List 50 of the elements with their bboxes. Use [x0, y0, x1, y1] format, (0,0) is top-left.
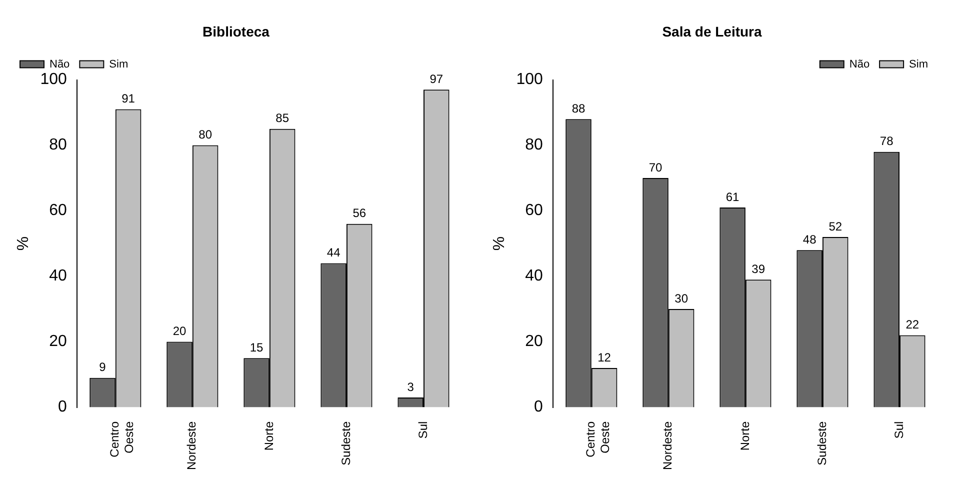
data-label: 48 — [802, 232, 817, 246]
y-tick-label: 60 — [49, 202, 67, 220]
data-label: 52 — [828, 219, 842, 234]
y-tick-label: 80 — [525, 136, 543, 154]
data-label: 20 — [172, 324, 187, 338]
x-tick-label: Centro Oeste — [584, 420, 612, 458]
legend-label: Sim — [109, 58, 128, 70]
x-tick-label: Norte — [738, 420, 752, 451]
y-tick-label: 20 — [49, 333, 67, 350]
data-label: 12 — [598, 350, 612, 364]
y-tick-label: 20 — [525, 333, 543, 350]
y-tick-label: 40 — [525, 268, 543, 285]
data-label: 9 — [99, 360, 106, 374]
x-tick-label: Nordeste — [184, 420, 199, 470]
legend-label: Não — [50, 58, 70, 70]
data-label: 56 — [352, 206, 366, 220]
y-tick-label: 100 — [516, 71, 543, 88]
chart-title: Biblioteca — [202, 23, 270, 40]
x-tick-label: Sul — [892, 421, 906, 439]
data-label: 91 — [122, 92, 136, 106]
data-label: 85 — [276, 111, 290, 126]
data-label: 61 — [726, 190, 740, 204]
x-tick-label: Centro Oeste — [108, 420, 136, 458]
y-tick-label: 100 — [40, 71, 67, 88]
legend-label: Sim — [909, 58, 928, 70]
y-tick-label: 80 — [49, 136, 67, 154]
data-label: 30 — [674, 291, 688, 306]
y-tick-label: 0 — [58, 398, 67, 416]
data-label: 70 — [648, 160, 663, 174]
x-tick-label: Sudeste — [338, 420, 353, 466]
data-label: 3 — [407, 380, 414, 394]
chart-title: Sala de Leitura — [662, 23, 762, 40]
x-tick-label: Sul — [416, 421, 430, 439]
data-label: 39 — [752, 262, 766, 276]
data-label: 44 — [326, 246, 341, 260]
x-tick-label: Sudeste — [814, 420, 829, 466]
data-label: 80 — [198, 128, 212, 142]
data-label: 78 — [880, 134, 894, 148]
y-tick-label: 60 — [525, 202, 543, 220]
x-tick-label: Norte — [262, 420, 276, 451]
x-tick-label: Nordeste — [660, 420, 675, 470]
legend-label: Não — [849, 58, 870, 70]
y-axis-title: % — [491, 236, 508, 251]
data-label: 88 — [572, 101, 586, 116]
y-axis-title: % — [15, 236, 32, 251]
data-label: 15 — [250, 340, 264, 354]
y-tick-label: 40 — [49, 268, 67, 285]
data-label: 97 — [430, 72, 444, 86]
y-tick-label: 0 — [534, 398, 543, 416]
data-label: 22 — [906, 318, 920, 332]
